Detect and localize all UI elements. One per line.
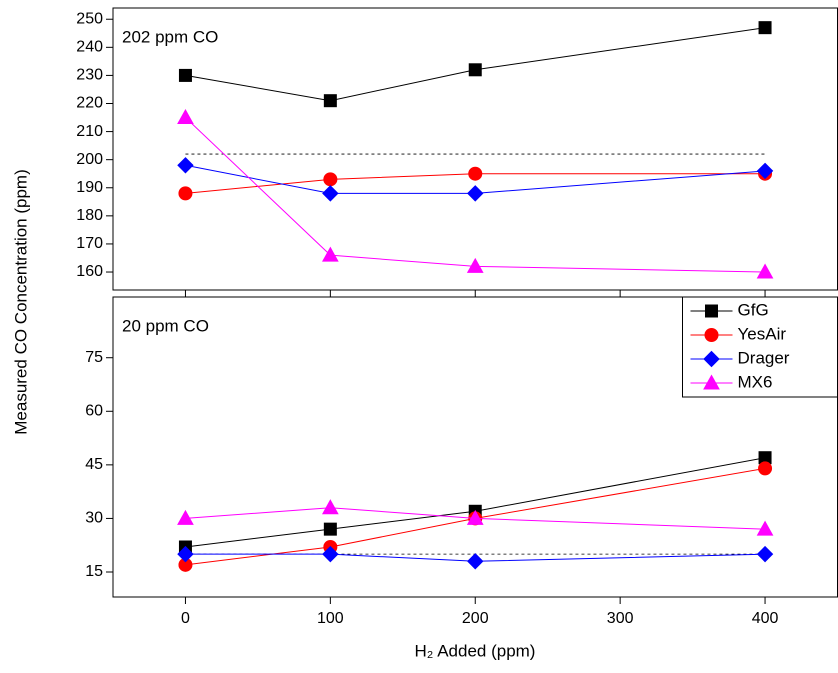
x-tick-label: 0 [181, 610, 190, 627]
series-line [185, 553, 766, 562]
y-tick-label: 75 [85, 349, 103, 366]
y-tick-label: 160 [76, 263, 103, 280]
marker [323, 172, 338, 187]
y-tick-label: 220 [76, 95, 103, 112]
marker [466, 509, 484, 525]
marker [177, 509, 194, 525]
marker [467, 553, 484, 570]
marker [468, 63, 482, 77]
marker [322, 246, 339, 262]
y-tick-label: 15 [85, 563, 103, 580]
y-tick-label: 30 [85, 510, 103, 527]
y-tick-label: 230 [76, 67, 103, 84]
marker [756, 520, 774, 536]
marker [177, 545, 194, 563]
x-tick-label: 400 [752, 610, 779, 627]
marker [467, 185, 484, 202]
legend-marker [703, 350, 720, 368]
y-tick-label: 210 [76, 123, 103, 140]
y-tick-label: 170 [76, 235, 103, 252]
marker [758, 461, 773, 476]
marker [323, 94, 337, 108]
y-tick-label: 190 [76, 179, 103, 196]
marker [466, 257, 484, 273]
series-line [185, 27, 766, 102]
plot-frame [112, 7, 838, 291]
legend-label: MX6 [738, 372, 773, 391]
panel-annotation: 202 ppm CO [122, 27, 218, 46]
marker [178, 68, 192, 82]
marker [177, 157, 194, 174]
y-tick-label: 60 [85, 403, 103, 420]
marker [756, 162, 774, 180]
marker [177, 109, 194, 125]
marker [758, 21, 772, 35]
y-tick-label: 240 [76, 39, 103, 56]
legend-label: YesAir [738, 324, 787, 343]
marker [468, 166, 483, 181]
series-line [185, 507, 766, 530]
marker [756, 263, 774, 279]
y-tick-label: 200 [76, 151, 103, 168]
marker [322, 499, 339, 515]
marker [322, 545, 339, 563]
series-line [185, 467, 766, 566]
x-axis-label: H₂ Added (ppm) [415, 641, 536, 660]
series-line [185, 457, 766, 548]
x-tick-label: 300 [607, 610, 634, 627]
legend-marker [703, 374, 720, 390]
x-tick-label: 100 [317, 610, 344, 627]
marker [756, 545, 774, 563]
marker [323, 522, 337, 536]
y-tick-label: 180 [76, 207, 103, 224]
y-tick-label: 250 [76, 10, 103, 27]
panel-annotation: 20 ppm CO [122, 316, 209, 335]
series-line [185, 164, 766, 194]
y-axis-label: Measured CO Concentration (ppm) [11, 169, 30, 435]
marker [178, 186, 193, 201]
legend-marker [705, 304, 718, 318]
legend-label: Drager [738, 348, 790, 367]
marker [322, 185, 339, 202]
legend-label: GfG [738, 300, 769, 319]
y-tick-label: 45 [85, 456, 103, 473]
series-line [185, 117, 766, 273]
legend-marker [704, 328, 719, 342]
x-tick-label: 200 [462, 610, 489, 627]
